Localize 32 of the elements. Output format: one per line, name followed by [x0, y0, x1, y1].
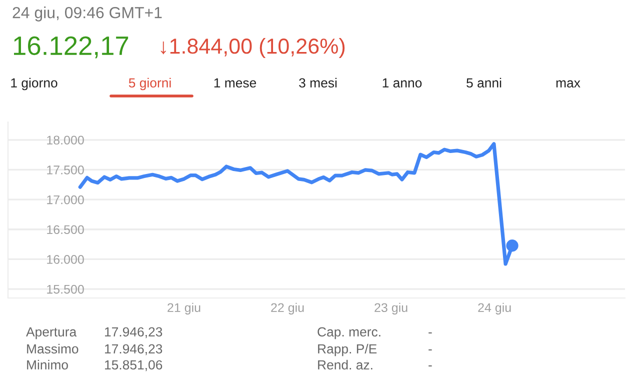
y-tick-label: 16.500: [47, 225, 84, 234]
text: Rend. az.: [318, 360, 372, 370]
text: ↓1.844,00 (10,26%): [160, 38, 345, 58]
y-tick-label: 17.000: [47, 195, 84, 204]
y-tick-label: 16.000: [47, 255, 84, 264]
text: Massimo: [27, 344, 78, 354]
text: 15.851,06: [105, 360, 162, 372]
text: 3 mesi: [299, 78, 337, 88]
chart-subtitle: 16.122,17: [14, 36, 128, 58]
text: Minimo: [27, 360, 68, 370]
text: 17.946,23: [105, 327, 162, 338]
x-tick-label: 22 giu: [271, 302, 304, 315]
text: 1 anno: [382, 78, 422, 88]
text: 1 giorno: [11, 78, 58, 90]
chart-title: 24 giu, 09:46 GMT+1: [12, 6, 162, 22]
text: Apertura: [26, 327, 77, 340]
text: -: [428, 332, 432, 334]
text: -: [428, 349, 432, 350]
text: 5 anni: [466, 78, 502, 88]
text: 17.946,23: [105, 344, 162, 356]
x-tick-label: 24 giu: [478, 302, 511, 315]
text: -: [428, 365, 432, 366]
text: 5 giorni: [128, 78, 171, 90]
text: 1 mese: [214, 78, 256, 88]
text: Cap. merc.: [318, 327, 380, 340]
x-tick-label: 21 giu: [168, 302, 200, 315]
text: max: [556, 80, 580, 88]
y-tick-label: 15.500: [47, 284, 84, 294]
x-tick-label: 23 giu: [374, 302, 408, 315]
y-tick-label: 17.500: [47, 166, 84, 174]
text: Rapp. P/E: [318, 344, 377, 356]
y-tick-label: 18.000: [47, 136, 84, 145]
